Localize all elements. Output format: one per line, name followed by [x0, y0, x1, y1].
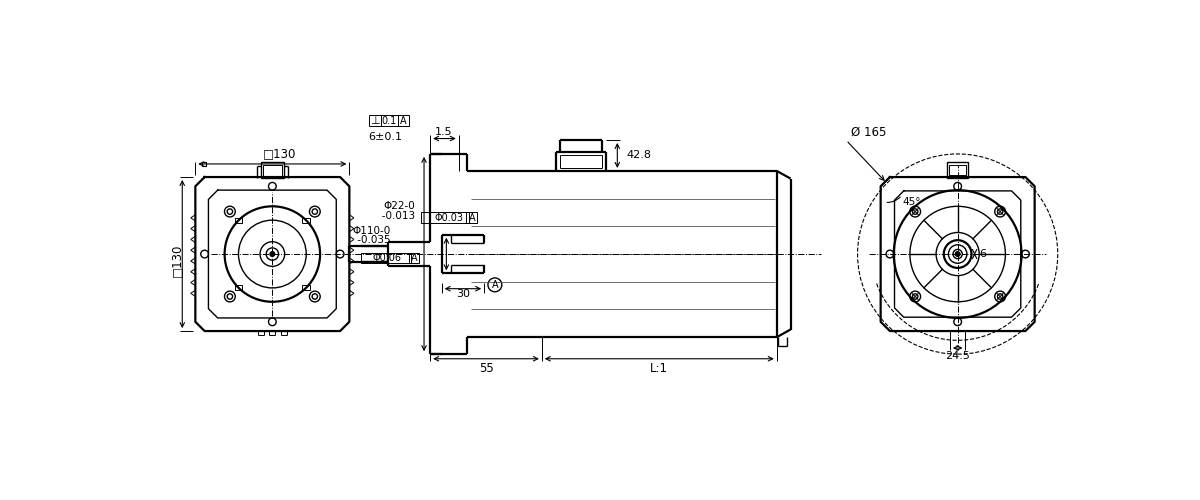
Bar [302, 218, 310, 222]
Text: 30: 30 [456, 288, 470, 298]
Text: 6: 6 [979, 249, 986, 259]
Text: Φ0.06: Φ0.06 [372, 253, 402, 263]
Text: 42.8: 42.8 [626, 150, 652, 160]
Text: 0.1: 0.1 [382, 116, 397, 126]
Bar [263, 166, 282, 175]
Text: ⊥: ⊥ [370, 116, 379, 126]
Text: 6±0.1: 6±0.1 [368, 132, 403, 142]
Text: -0.035: -0.035 [328, 235, 390, 245]
Text: A: A [410, 253, 418, 263]
Text: □130: □130 [263, 147, 296, 160]
Circle shape [955, 252, 960, 256]
Bar [949, 164, 966, 174]
Text: L:1: L:1 [650, 362, 668, 375]
Text: A: A [468, 213, 475, 223]
Text: Φ0.03: Φ0.03 [434, 213, 463, 223]
Text: Φ110-0: Φ110-0 [352, 226, 390, 236]
Bar [947, 162, 968, 178]
Text: 1.5: 1.5 [436, 128, 452, 138]
Text: 45°: 45° [902, 196, 920, 206]
Circle shape [270, 252, 275, 256]
Text: Φ22-0: Φ22-0 [383, 202, 415, 211]
Bar [202, 162, 206, 166]
Bar [302, 286, 310, 290]
Text: A: A [492, 280, 498, 290]
Bar [235, 286, 242, 290]
Bar [235, 218, 242, 222]
Text: A: A [400, 116, 407, 126]
Text: Ø 165: Ø 165 [851, 126, 887, 139]
Text: -0.013: -0.013 [359, 210, 415, 220]
Bar [260, 162, 284, 178]
Text: □130: □130 [170, 244, 184, 277]
Text: 24.5: 24.5 [946, 351, 970, 361]
Text: 55: 55 [479, 362, 493, 375]
